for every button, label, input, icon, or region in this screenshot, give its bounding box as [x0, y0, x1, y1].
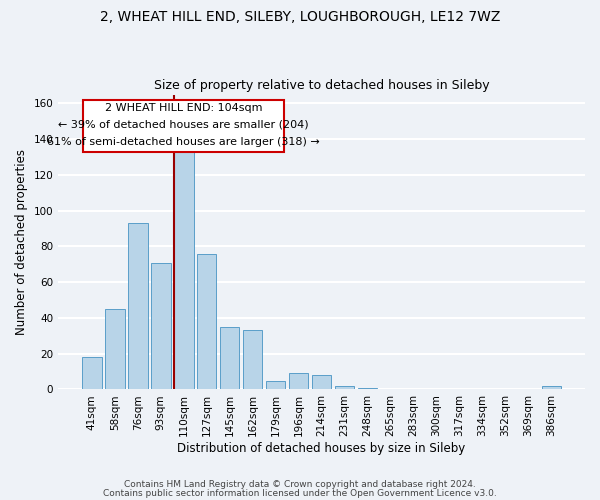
- Bar: [358, 388, 377, 390]
- Bar: [312, 375, 331, 390]
- FancyBboxPatch shape: [83, 100, 284, 152]
- Bar: [82, 358, 101, 390]
- Y-axis label: Number of detached properties: Number of detached properties: [15, 149, 28, 335]
- Bar: [542, 386, 561, 390]
- Text: 2, WHEAT HILL END, SILEBY, LOUGHBOROUGH, LE12 7WZ: 2, WHEAT HILL END, SILEBY, LOUGHBOROUGH,…: [100, 10, 500, 24]
- Text: 2 WHEAT HILL END: 104sqm: 2 WHEAT HILL END: 104sqm: [105, 103, 262, 113]
- Bar: [266, 380, 286, 390]
- Bar: [197, 254, 217, 390]
- Bar: [243, 330, 262, 390]
- Text: Contains HM Land Registry data © Crown copyright and database right 2024.: Contains HM Land Registry data © Crown c…: [124, 480, 476, 489]
- Bar: [151, 262, 170, 390]
- Bar: [289, 374, 308, 390]
- Bar: [105, 309, 125, 390]
- Bar: [335, 386, 355, 390]
- Bar: [220, 327, 239, 390]
- Bar: [174, 152, 194, 390]
- Text: ← 39% of detached houses are smaller (204): ← 39% of detached houses are smaller (20…: [58, 119, 309, 129]
- Text: 61% of semi-detached houses are larger (318) →: 61% of semi-detached houses are larger (…: [47, 137, 320, 147]
- Text: Contains public sector information licensed under the Open Government Licence v3: Contains public sector information licen…: [103, 488, 497, 498]
- X-axis label: Distribution of detached houses by size in Sileby: Distribution of detached houses by size …: [178, 442, 466, 455]
- Title: Size of property relative to detached houses in Sileby: Size of property relative to detached ho…: [154, 79, 490, 92]
- Bar: [128, 223, 148, 390]
